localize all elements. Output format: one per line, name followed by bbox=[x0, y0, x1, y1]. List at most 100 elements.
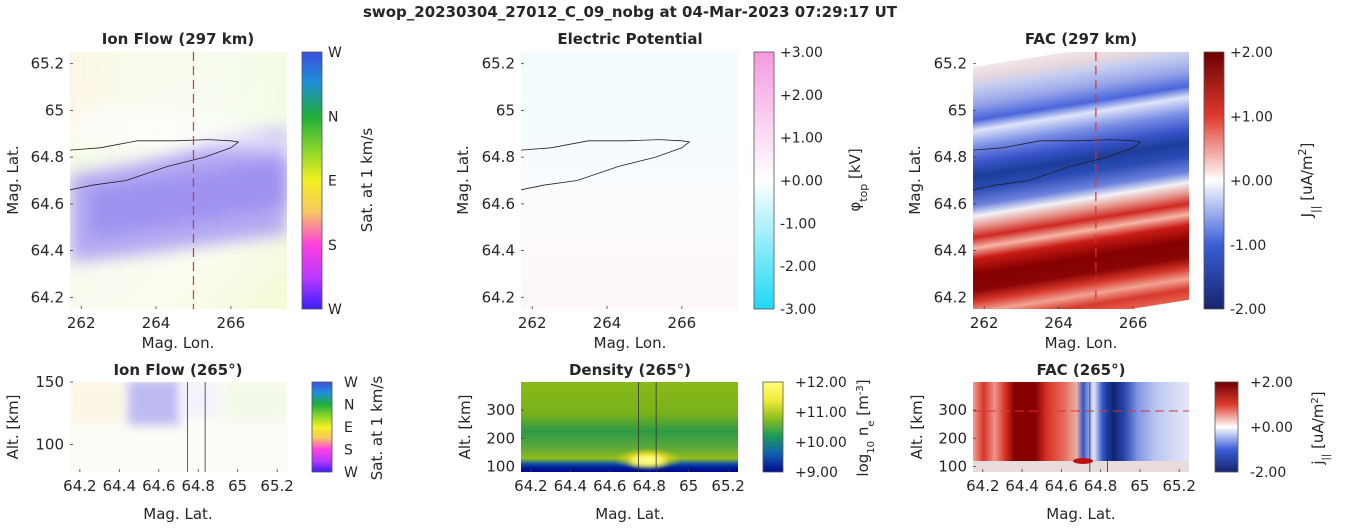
ion-flow-cut-ylabel: Alt. [km] bbox=[4, 395, 22, 460]
density-cut-colorbar-tick: +10.00 bbox=[795, 435, 847, 451]
fac-top-ytick-label: 64.4 bbox=[934, 242, 967, 260]
ion-flow-top-xtick-label: 266 bbox=[217, 314, 246, 332]
potential-top-colorbar-tick: -2.00 bbox=[780, 259, 816, 275]
ion-flow-top-xtick-label: 262 bbox=[67, 314, 96, 332]
potential-top-colorbar-tick: -3.00 bbox=[780, 302, 816, 318]
fac-top-colorbar-label: J|| [uA/m2] bbox=[1296, 143, 1322, 219]
potential-top-colorbar-tick: +3.00 bbox=[780, 45, 823, 61]
density-cut-ylabel: Alt. [km] bbox=[456, 395, 474, 460]
fac-cut-ytick-label: 100 bbox=[938, 457, 967, 475]
ion-flow-top-colorbar-tick: W bbox=[328, 45, 342, 61]
density-cut-xlabel: Mag. Lat. bbox=[595, 505, 664, 523]
ion-flow-top-ytick-label: 64.6 bbox=[31, 195, 64, 213]
potential-top-colorbar-tick: +2.00 bbox=[780, 88, 823, 104]
fac-cut-ytick-label: 200 bbox=[938, 429, 967, 447]
ion-flow-top-ytick-label: 65 bbox=[45, 101, 64, 119]
ion-flow-cut-colorbar-tick: E bbox=[344, 420, 353, 436]
ion-flow-top-colorbar-label: Sat. at 1 km/s bbox=[358, 128, 376, 233]
potential-top-xtick-label: 264 bbox=[593, 314, 622, 332]
fac-top-colorbar: +2.00 +1.00 +0.00 -1.00 -2.00 J|| [uA/m2] bbox=[1203, 45, 1322, 318]
fac-cut-panel: FAC (265°) 64.2 64.4 64.6 64.8 65 65.2 100 200 3… bbox=[908, 361, 1196, 523]
ion-flow-cut-colorbar-tick: N bbox=[344, 398, 354, 414]
fac-top-xtick-label: 266 bbox=[1119, 314, 1148, 332]
fac-top-ylabel: Mag. Lat. bbox=[906, 145, 924, 214]
potential-top-colorbar-label: φtop [kV] bbox=[846, 148, 870, 211]
ion-flow-top-ylabel: Mag. Lat. bbox=[4, 145, 22, 214]
density-cut-xtick-label: 64.6 bbox=[593, 477, 626, 495]
ion-flow-top-ytick-label: 64.2 bbox=[31, 288, 64, 306]
fac-top-ytick-label: 64.8 bbox=[934, 148, 967, 166]
ion-flow-cut-colorbar-tick: W bbox=[344, 375, 358, 391]
fac-cut-xtick-label: 64.4 bbox=[1005, 477, 1038, 495]
potential-top-title: Electric Potential bbox=[557, 30, 702, 48]
ion-flow-top-colorbar-tick: W bbox=[328, 302, 342, 318]
density-cut-colorbar-tick: +11.00 bbox=[795, 405, 847, 421]
density-cut-title: Density (265°) bbox=[569, 361, 691, 379]
fac-cut-colorbar-tick: +0.00 bbox=[1250, 420, 1293, 436]
potential-top-colorbar-tick: +1.00 bbox=[780, 131, 823, 147]
ion-flow-top-heatmap bbox=[70, 52, 287, 309]
ion-flow-cut-xtick-label: 64.2 bbox=[63, 477, 96, 495]
ion-flow-top-colorbar-tick: E bbox=[328, 174, 337, 190]
potential-top-heatmap bbox=[521, 52, 738, 309]
potential-top-xtick-label: 262 bbox=[518, 314, 547, 332]
ion-flow-top-xtick-label: 264 bbox=[142, 314, 171, 332]
density-cut-panel: Density (265°) 64.2 64.4 64.6 64.8 65 65.2 100… bbox=[456, 361, 745, 523]
ion-flow-cut-xtick-label: 65.2 bbox=[260, 477, 293, 495]
ion-flow-cut-xtick-label: 64.6 bbox=[142, 477, 175, 495]
ion-flow-top-panel: Ion Flow (297 km) 262 264 266 64.2 64.4 64.6 6… bbox=[4, 30, 287, 352]
potential-top-ytick-label: 65 bbox=[496, 101, 515, 119]
fac-cut-xtick-label: 64.2 bbox=[966, 477, 999, 495]
fac-top-colorbar-tick: +0.00 bbox=[1230, 174, 1273, 190]
potential-top-ytick-label: 64.6 bbox=[482, 195, 515, 213]
ion-flow-top-colorbar-tick: S bbox=[328, 238, 337, 254]
ion-flow-cut-xtick-label: 65 bbox=[228, 477, 247, 495]
ion-flow-cut-colorbar-tick: S bbox=[344, 443, 353, 459]
potential-top-ytick-label: 64.2 bbox=[482, 288, 515, 306]
density-cut-heatmap bbox=[521, 382, 738, 472]
density-cut-xtick-label: 64.8 bbox=[633, 477, 666, 495]
potential-top-colorbar-tick: -1.00 bbox=[780, 216, 816, 232]
fac-cut-title: FAC (265°) bbox=[1037, 361, 1126, 379]
fac-cut-colorbar-tick: -2.00 bbox=[1250, 465, 1286, 481]
ion-flow-cut-axes: 64.2 64.4 64.6 64.8 65 65.2 100 150 bbox=[35, 373, 293, 495]
density-cut-xtick-label: 65 bbox=[679, 477, 698, 495]
fac-top-contour bbox=[973, 139, 1142, 191]
density-cut-ytick-label: 200 bbox=[486, 429, 515, 447]
potential-top-xtick-label: 266 bbox=[668, 314, 697, 332]
density-cut-xtick-label: 65.2 bbox=[711, 477, 744, 495]
fac-cut-colorbar-tick: +2.00 bbox=[1250, 375, 1293, 391]
fac-cut-xtick-label: 64.6 bbox=[1045, 477, 1078, 495]
ion-flow-top-colorbar-tick: N bbox=[328, 109, 338, 125]
density-cut-xtick-label: 64.2 bbox=[514, 477, 547, 495]
potential-top-panel: Electric Potential 262 264 266 64.2 64.4 64.6… bbox=[454, 30, 738, 352]
fac-top-colorbar-tick: -2.00 bbox=[1230, 302, 1266, 318]
ion-flow-top-ytick-label: 64.4 bbox=[31, 242, 64, 260]
density-cut-colorbar-tick: +9.00 bbox=[795, 465, 838, 481]
fac-top-ytick-label: 65 bbox=[948, 101, 967, 119]
fac-cut-xlabel: Mag. Lat. bbox=[1046, 505, 1115, 523]
figure-title: swop_20230304_27012_C_09_nobg at 04-Mar-… bbox=[363, 3, 898, 21]
ion-flow-top-ytick-label: 65.2 bbox=[31, 55, 64, 73]
ion-flow-cut-panel: Ion Flow (265°) 64.2 64.4 64.6 64.8 65 65.2 10… bbox=[4, 361, 294, 523]
fac-top-colorbar-tick: +1.00 bbox=[1230, 109, 1273, 125]
potential-top-axes: 262 264 266 64.2 64.4 64.6 64.8 65 65.2 bbox=[482, 55, 697, 332]
density-cut-axes: 64.2 64.4 64.6 64.8 65 65.2 100 200 300 bbox=[486, 401, 744, 495]
fac-cut-ytick-label: 300 bbox=[938, 401, 967, 419]
ion-flow-cut-ytick-label: 100 bbox=[35, 436, 64, 454]
ion-flow-top-colorbar: W N E S W Sat. at 1 km/s bbox=[301, 45, 376, 318]
potential-top-colorbar: +3.00 +2.00 +1.00 +0.00 -1.00 -2.00 -3.00 φtop… bbox=[753, 45, 870, 318]
ion-flow-cut-xtick-label: 64.4 bbox=[103, 477, 136, 495]
fac-top-ytick-label: 65.2 bbox=[934, 55, 967, 73]
ion-flow-top-xlabel: Mag. Lon. bbox=[142, 334, 215, 352]
ion-flow-cut-ytick-label: 150 bbox=[35, 373, 64, 391]
potential-top-ytick-label: 64.4 bbox=[482, 242, 515, 260]
ion-flow-top-contour bbox=[70, 139, 240, 191]
density-cut-colorbar: +12.00 +11.00 +10.00 +9.00 log10 ne [m-3] bbox=[762, 375, 877, 481]
fac-cut-heatmap bbox=[973, 382, 1189, 472]
fac-cut-xtick-label: 64.8 bbox=[1084, 477, 1117, 495]
potential-top-colorbar-tick: +0.00 bbox=[780, 174, 823, 190]
fac-top-colorbar-tick: +2.00 bbox=[1230, 45, 1273, 61]
fac-cut-colorbar: +2.00 +0.00 -2.00 j|| [uA/m2] bbox=[1214, 375, 1332, 481]
